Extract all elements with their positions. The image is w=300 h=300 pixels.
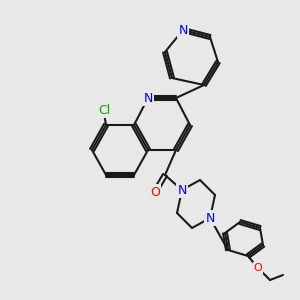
Text: N: N (178, 23, 188, 37)
Text: N: N (143, 92, 153, 104)
Text: O: O (150, 185, 160, 199)
Text: N: N (177, 184, 187, 196)
Text: O: O (254, 263, 262, 273)
Text: N: N (205, 212, 215, 224)
Text: Cl: Cl (98, 103, 110, 116)
